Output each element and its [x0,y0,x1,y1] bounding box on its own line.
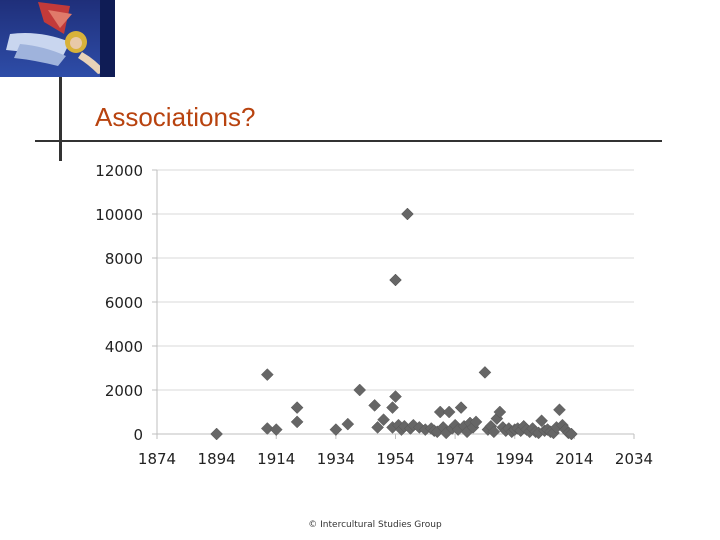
x-tick-label: 1954 [376,450,414,468]
data-point [389,390,402,403]
y-tick-label: 6000 [105,294,143,312]
data-point [442,405,456,419]
data-point [401,207,414,221]
horizontal-rule [35,140,662,142]
data-point [454,401,468,414]
data-point [210,427,223,441]
data-point [377,413,390,427]
data-point [368,399,381,412]
x-tick-label: 1874 [138,450,176,468]
x-tick-label: 1914 [257,450,295,468]
data-point [371,421,384,434]
y-tick-labels: 0 2000 4000 6000 8000 10000 12000 [95,162,143,444]
data-point [553,403,566,417]
x-tick-label: 1934 [317,450,355,468]
x-tick-label: 2014 [555,450,593,468]
data-point [260,422,274,435]
data-point [353,383,367,397]
data-point [565,427,578,441]
copyright-footer: © Intercultural Studies Group [308,520,442,530]
data-point [535,414,548,428]
data-point [260,368,274,381]
x-tick-label: 1894 [198,450,236,468]
x-tick-label: 1974 [436,450,474,468]
y-tick-label: 10000 [95,206,143,224]
x-tick-label: 1994 [496,450,534,468]
slide-title: Associations? [95,102,256,132]
data-point [469,415,483,429]
data-point [433,405,447,419]
data-point [290,415,304,429]
vertical-rule [59,77,62,161]
data-point [290,401,304,414]
y-tick-label: 12000 [95,162,143,180]
data-point [341,417,355,431]
data-point [487,425,501,439]
data-point [386,401,399,414]
angel-painting-icon [0,0,115,77]
data-points [210,207,578,441]
data-point [493,405,507,419]
gridlines [157,169,634,391]
y-tick-label: 4000 [105,338,143,356]
data-point [389,273,402,287]
data-point [478,366,492,379]
y-tick-label: 0 [133,426,143,444]
y-tick-label: 8000 [105,250,143,268]
x-tick-label: 2034 [615,450,653,468]
data-point [329,423,343,436]
x-tick-labels: 1874 1894 1914 1934 1954 1974 1994 2014 2034 [138,450,653,468]
y-tick-label: 2000 [105,382,143,400]
data-point [269,423,283,436]
